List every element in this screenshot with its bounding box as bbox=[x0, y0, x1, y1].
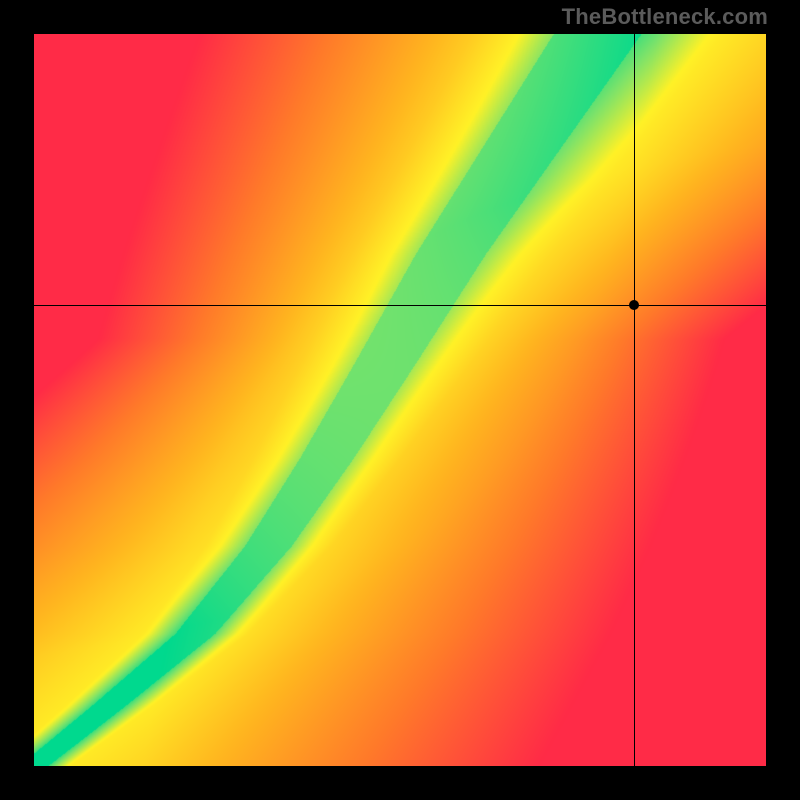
crosshair-marker-dot bbox=[629, 300, 639, 310]
chart-frame: TheBottleneck.com bbox=[0, 0, 800, 800]
heatmap-canvas bbox=[34, 34, 766, 766]
crosshair-vertical bbox=[634, 34, 635, 766]
attribution-label: TheBottleneck.com bbox=[562, 4, 768, 30]
plot-area bbox=[34, 34, 766, 766]
crosshair-horizontal bbox=[34, 305, 766, 306]
